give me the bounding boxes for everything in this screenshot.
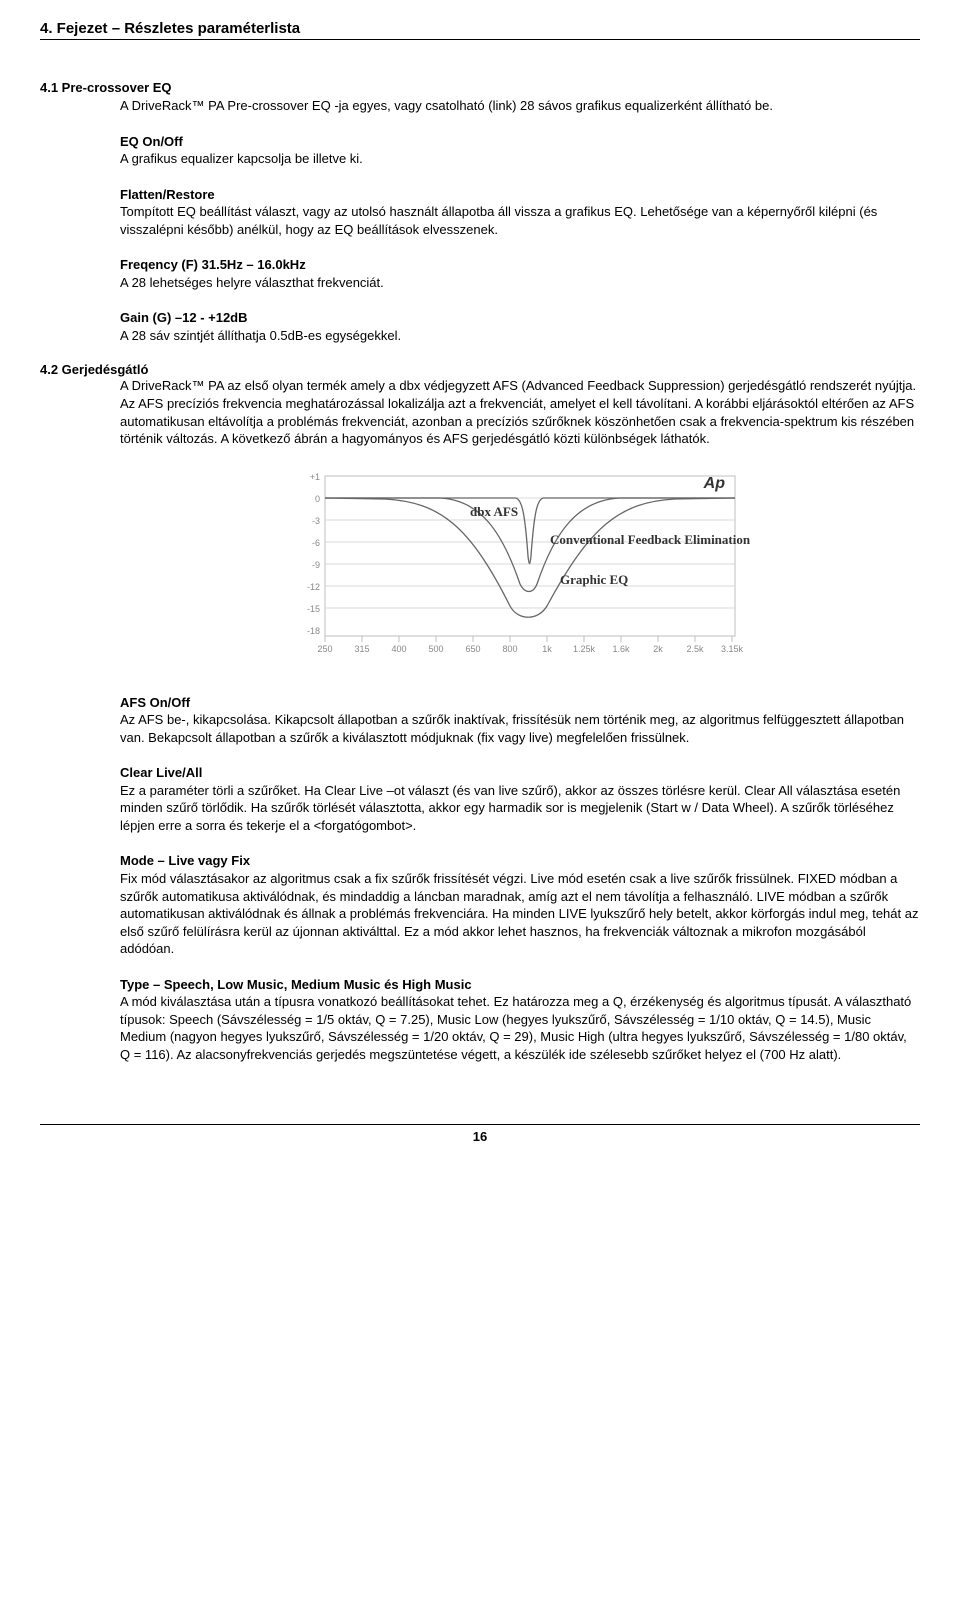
xtick-11: 3.15k bbox=[721, 644, 744, 654]
xtick-9: 2k bbox=[653, 644, 663, 654]
page: 4. Fejezet – Részletes paraméterlista 4.… bbox=[0, 0, 960, 1184]
sec41-intro: A DriveRack™ PA Pre-crossover EQ -ja egy… bbox=[120, 97, 920, 115]
afs-chart-svg: +1 0 -3 -6 -9 -12 -15 -18 250 315 400 50… bbox=[290, 466, 750, 666]
chart-label-conv: Conventional Feedback Elimination bbox=[550, 532, 750, 547]
eq-onoff-title: EQ On/Off bbox=[120, 134, 183, 149]
flatten-title: Flatten/Restore bbox=[120, 187, 215, 202]
sec42-heading: 4.2 Gerjedésgátló bbox=[40, 362, 920, 377]
sec41-heading: 4.1 Pre-crossover EQ bbox=[40, 80, 920, 95]
type: Type – Speech, Low Music, Medium Music é… bbox=[120, 976, 920, 1064]
chapter-title: 4. Fejezet – Részletes paraméterlista bbox=[40, 20, 920, 40]
sec42-intro: A DriveRack™ PA az első olyan termék ame… bbox=[120, 377, 920, 447]
xtick-6: 1k bbox=[542, 644, 552, 654]
ytick-2: -3 bbox=[312, 516, 320, 526]
freq: Freqency (F) 31.5Hz – 16.0kHz A 28 lehet… bbox=[120, 256, 920, 291]
freq-title: Freqency (F) 31.5Hz – 16.0kHz bbox=[120, 257, 306, 272]
mode: Mode – Live vagy Fix Fix mód választásak… bbox=[120, 852, 920, 957]
clear-body: Ez a paraméter törli a szűrőket. Ha Clea… bbox=[120, 783, 900, 833]
xtick-3: 500 bbox=[428, 644, 443, 654]
mode-body: Fix mód választásakor az algoritmus csak… bbox=[120, 871, 918, 956]
ytick-3: -6 bbox=[312, 538, 320, 548]
ytick-1: 0 bbox=[315, 494, 320, 504]
chart-label-afs: dbx AFS bbox=[470, 504, 518, 519]
afs-chart: +1 0 -3 -6 -9 -12 -15 -18 250 315 400 50… bbox=[290, 466, 750, 666]
type-title: Type – Speech, Low Music, Medium Music é… bbox=[120, 977, 472, 992]
gain-body: A 28 sáv szintjét állíthatja 0.5dB-es eg… bbox=[120, 328, 401, 343]
xtick-4: 650 bbox=[465, 644, 480, 654]
afs-onoff: AFS On/Off Az AFS be-, kikapcsolása. Kik… bbox=[120, 694, 920, 747]
xtick-7: 1.25k bbox=[573, 644, 596, 654]
ytick-5: -12 bbox=[307, 582, 320, 592]
mode-title: Mode – Live vagy Fix bbox=[120, 853, 250, 868]
xtick-8: 1.6k bbox=[612, 644, 630, 654]
xtick-2: 400 bbox=[391, 644, 406, 654]
xtick-1: 315 bbox=[354, 644, 369, 654]
chart-label-geq: Graphic EQ bbox=[560, 572, 628, 587]
sec41-body: A DriveRack™ PA Pre-crossover EQ -ja egy… bbox=[120, 97, 920, 344]
type-body: A mód kiválasztása után a típusra vonatk… bbox=[120, 994, 911, 1062]
gain-title: Gain (G) –12 - +12dB bbox=[120, 310, 248, 325]
xtick-0: 250 bbox=[317, 644, 332, 654]
xtick-10: 2.5k bbox=[686, 644, 704, 654]
gain: Gain (G) –12 - +12dB A 28 sáv szintjét á… bbox=[120, 309, 920, 344]
page-number: 16 bbox=[473, 1129, 487, 1144]
clear-title: Clear Live/All bbox=[120, 765, 202, 780]
afs-onoff-title: AFS On/Off bbox=[120, 695, 190, 710]
clear: Clear Live/All Ez a paraméter törli a sz… bbox=[120, 764, 920, 834]
sec42-body: A DriveRack™ PA az első olyan termék ame… bbox=[120, 377, 920, 1063]
afs-onoff-body: Az AFS be-, kikapcsolása. Kikapcsolt áll… bbox=[120, 712, 904, 745]
eq-onoff-body: A grafikus equalizer kapcsolja be illetv… bbox=[120, 151, 363, 166]
chart-label-ap: Ap bbox=[703, 475, 726, 492]
page-footer: 16 bbox=[40, 1124, 920, 1144]
freq-body: A 28 lehetséges helyre választhat frekve… bbox=[120, 275, 384, 290]
ytick-0: +1 bbox=[310, 472, 320, 482]
ytick-6: -15 bbox=[307, 604, 320, 614]
ytick-4: -9 bbox=[312, 560, 320, 570]
flatten: Flatten/Restore Tompított EQ beállítást … bbox=[120, 186, 920, 239]
flatten-body: Tompított EQ beállítást választ, vagy az… bbox=[120, 204, 877, 237]
ytick-7: -18 bbox=[307, 626, 320, 636]
xtick-5: 800 bbox=[502, 644, 517, 654]
eq-onoff: EQ On/Off A grafikus equalizer kapcsolja… bbox=[120, 133, 920, 168]
